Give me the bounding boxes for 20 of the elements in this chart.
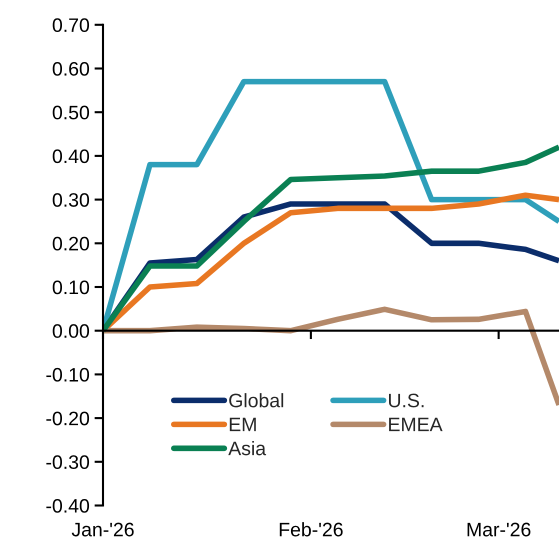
x-tick-label: Mar-'26	[468, 522, 530, 536]
y-tick-label: 0.70	[52, 18, 90, 32]
y-tick-label: 0.20	[52, 236, 90, 251]
y-tick-label: 0.60	[52, 62, 90, 76]
legend-label: EMEA	[389, 418, 443, 432]
y-tick-label: 0.50	[52, 106, 90, 120]
x-tick-label: Feb-'26	[280, 522, 343, 536]
y-tick-label: 0.30	[52, 193, 90, 207]
x-tick-label: Jan-'26	[72, 522, 134, 536]
legend-label: U.S.	[389, 394, 424, 408]
legend-label: EM	[230, 418, 256, 432]
legend-label: Asia	[228, 441, 266, 456]
legend-label: Global	[229, 393, 284, 408]
y-tick-label: -0.10	[46, 368, 90, 382]
y-tick-label: 0.00	[52, 324, 90, 338]
y-tick-label: 0.10	[52, 280, 90, 294]
y-tick-label: -0.30	[46, 455, 90, 470]
y-tick-label: -0.20	[46, 412, 90, 426]
y-tick-label: 0.40	[52, 149, 90, 164]
y-tick-label: -0.40	[46, 498, 90, 513]
